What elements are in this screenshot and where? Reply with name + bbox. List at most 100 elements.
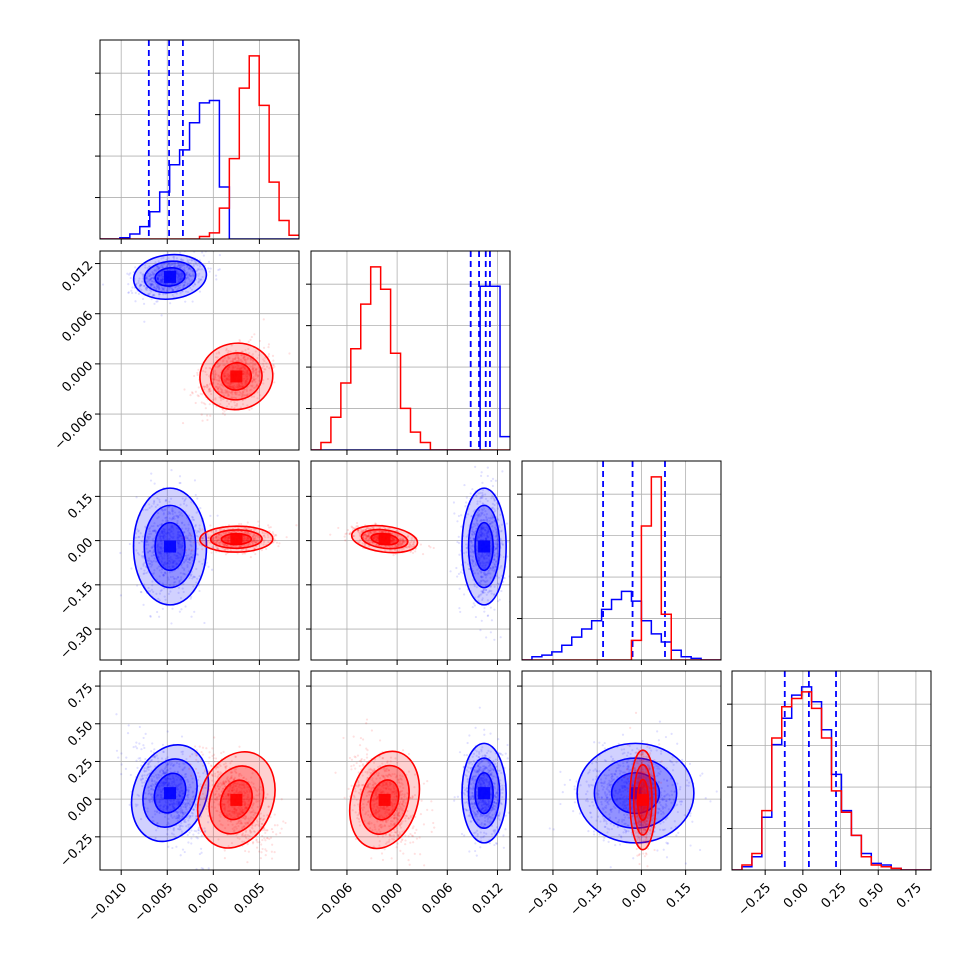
sample-point <box>189 540 192 543</box>
sample-point <box>452 501 456 504</box>
sample-point <box>238 367 241 370</box>
sample-point <box>219 535 222 538</box>
sample-point <box>240 354 243 357</box>
sample-point <box>243 359 247 362</box>
sample-point <box>482 556 486 560</box>
sample-point <box>176 530 180 533</box>
sample-point <box>481 591 484 594</box>
sample-point <box>251 539 254 542</box>
sample-point <box>174 580 177 584</box>
sample-point <box>149 284 153 287</box>
sample-point <box>246 404 249 407</box>
sample-point <box>158 533 161 536</box>
sample-point <box>251 361 254 365</box>
sample-point <box>248 408 251 411</box>
sample-point <box>481 491 484 495</box>
sample-point <box>221 384 224 387</box>
sample-point <box>153 748 156 751</box>
sample-point <box>162 564 166 567</box>
sample-point <box>201 251 204 254</box>
sample-point <box>153 569 156 572</box>
sample-point <box>477 492 480 495</box>
sample-point <box>483 591 486 594</box>
sample-point <box>243 367 246 371</box>
sample-point <box>215 540 218 543</box>
sample-point <box>245 375 248 379</box>
sample-point <box>152 280 155 283</box>
sample-point <box>213 374 216 377</box>
panel-frame <box>99 250 300 451</box>
sample-point <box>149 479 153 482</box>
sample-point <box>210 392 213 396</box>
sample-point <box>160 538 163 541</box>
sample-point <box>207 536 210 539</box>
sample-point <box>148 288 151 291</box>
sample-point <box>185 272 189 275</box>
sample-point <box>155 592 158 595</box>
sample-point <box>179 279 182 282</box>
sample-point <box>152 502 155 505</box>
sample-point <box>243 358 246 361</box>
sample-point <box>472 537 475 540</box>
sample-point <box>249 365 252 368</box>
sample-point <box>223 370 227 373</box>
sample-point <box>249 358 253 361</box>
sample-point <box>263 534 266 537</box>
sample-point <box>272 364 275 367</box>
sample-point <box>246 539 249 542</box>
sample-point <box>182 268 185 272</box>
sample-point <box>490 548 493 551</box>
sample-point <box>167 578 170 581</box>
sample-point <box>177 263 180 267</box>
sample-point <box>248 351 251 355</box>
sample-point <box>213 375 216 378</box>
sample-point <box>201 537 204 540</box>
sample-point <box>156 544 159 547</box>
sample-point <box>156 278 159 281</box>
sample-point <box>484 557 487 560</box>
sample-point <box>231 390 234 393</box>
sample-point <box>494 528 497 531</box>
sample-point <box>222 372 225 375</box>
sample-point <box>212 536 215 539</box>
sample-point <box>171 517 174 520</box>
sample-point <box>262 382 265 385</box>
sample-point <box>148 274 151 278</box>
sample-point <box>198 530 201 533</box>
sample-point <box>192 270 195 274</box>
sample-point <box>150 532 153 535</box>
sample-point <box>481 555 485 558</box>
sample-point <box>263 359 266 363</box>
sample-point <box>239 340 242 343</box>
sample-point <box>490 506 494 510</box>
sample-point <box>456 540 459 544</box>
sample-point <box>180 545 184 549</box>
sample-point <box>183 567 186 570</box>
sample-point <box>145 540 148 543</box>
sample-point <box>145 287 148 290</box>
sample-point <box>127 283 130 286</box>
sample-point <box>471 530 474 533</box>
sample-point <box>171 526 175 529</box>
sample-point <box>220 397 223 400</box>
sample-point <box>151 545 154 548</box>
sample-point <box>477 559 480 562</box>
sample-point <box>187 554 190 557</box>
sample-point <box>183 572 186 576</box>
sample-point <box>249 532 252 536</box>
sample-point <box>147 293 150 296</box>
sample-point <box>187 523 190 526</box>
sample-point <box>227 367 230 370</box>
sample-point <box>159 538 162 541</box>
sample-point <box>162 574 165 577</box>
sample-point <box>162 288 166 291</box>
sample-point <box>181 497 184 500</box>
sample-point <box>263 536 267 539</box>
sample-point <box>209 524 212 527</box>
sample-point <box>209 414 212 417</box>
sample-point <box>234 393 237 396</box>
panel-frame <box>99 460 300 661</box>
sample-point <box>462 552 466 555</box>
sample-point <box>414 550 417 553</box>
sample-point <box>181 259 184 262</box>
